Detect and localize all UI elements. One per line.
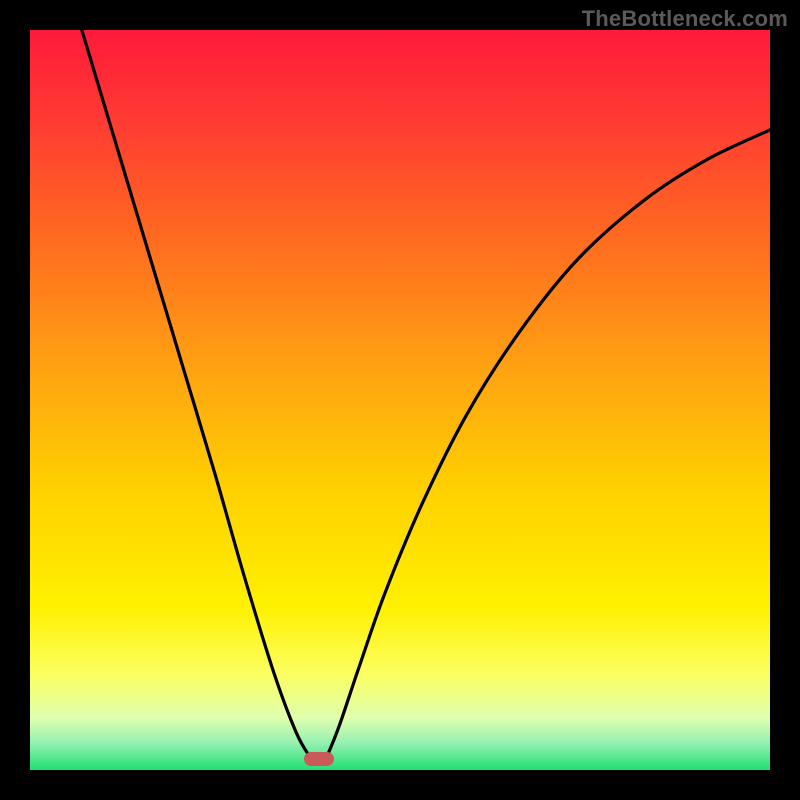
v-curve-left xyxy=(82,30,311,759)
v-curve-right xyxy=(326,130,770,759)
chart-canvas: TheBottleneck.com xyxy=(0,0,800,800)
attribution-text: TheBottleneck.com xyxy=(582,6,788,32)
curve-svg xyxy=(30,30,770,770)
plot-area xyxy=(30,30,770,770)
bottleneck-marker xyxy=(304,752,334,766)
